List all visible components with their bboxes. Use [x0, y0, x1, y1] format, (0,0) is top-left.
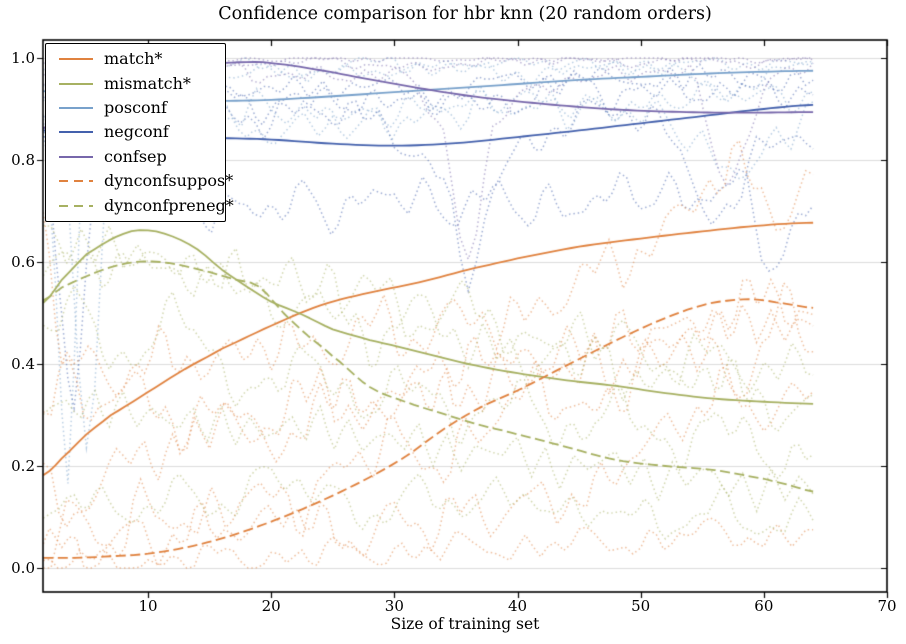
y-tick-label: 0.0: [11, 559, 35, 577]
x-tick-label: 70: [877, 597, 897, 615]
legend-label: dynconfsuppos*: [104, 171, 234, 191]
legend-item-mismatch: mismatch*: [46, 72, 225, 95]
y-tick-label: 0.2: [11, 457, 35, 475]
x-tick-label: 20: [261, 597, 281, 615]
x-tick-label: 40: [507, 597, 528, 615]
legend-swatch-solid: [59, 82, 93, 85]
legend-item-dynconfsuppos: dynconfsuppos*: [46, 170, 233, 193]
legend-item-dynconfpreneg: dynconfpreneg*: [46, 194, 234, 217]
legend-swatch-solid: [59, 155, 93, 158]
x-tick-label: 50: [631, 597, 651, 615]
legend-label: negconf: [104, 122, 169, 142]
x-tick-label: 30: [384, 597, 404, 615]
x-tick-label: 60: [754, 597, 774, 615]
legend-item-match: match*: [46, 48, 225, 71]
legend-swatch-solid: [59, 58, 93, 61]
legend-label: mismatch*: [104, 73, 191, 93]
legend-label: match*: [104, 49, 163, 69]
legend-swatch-dashed: [59, 180, 93, 183]
y-tick-label: 0.4: [11, 355, 35, 373]
legend-label: confsep: [104, 146, 167, 166]
legend-swatch-solid: [59, 131, 93, 134]
chart-title: Confidence comparison for hbr knn (20 ra…: [218, 4, 712, 24]
x-tick-label: 10: [138, 597, 158, 615]
legend: match* mismatch* posconf negconf confsep dync…: [45, 43, 234, 222]
x-axis-label: Size of training set: [390, 615, 540, 633]
y-tick-label: 1.0: [11, 49, 35, 67]
legend-label: posconf: [104, 98, 167, 118]
legend-swatch-dashed: [59, 204, 93, 207]
y-tick-label: 0.8: [11, 151, 35, 169]
legend-item-posconf: posconf: [46, 97, 225, 120]
legend-item-negconf: negconf: [46, 121, 225, 144]
legend-item-confsep: confsep: [46, 145, 225, 168]
legend-swatch-solid: [59, 107, 93, 110]
y-tick-label: 0.6: [11, 253, 35, 271]
legend-label: dynconfpreneg*: [104, 195, 234, 215]
